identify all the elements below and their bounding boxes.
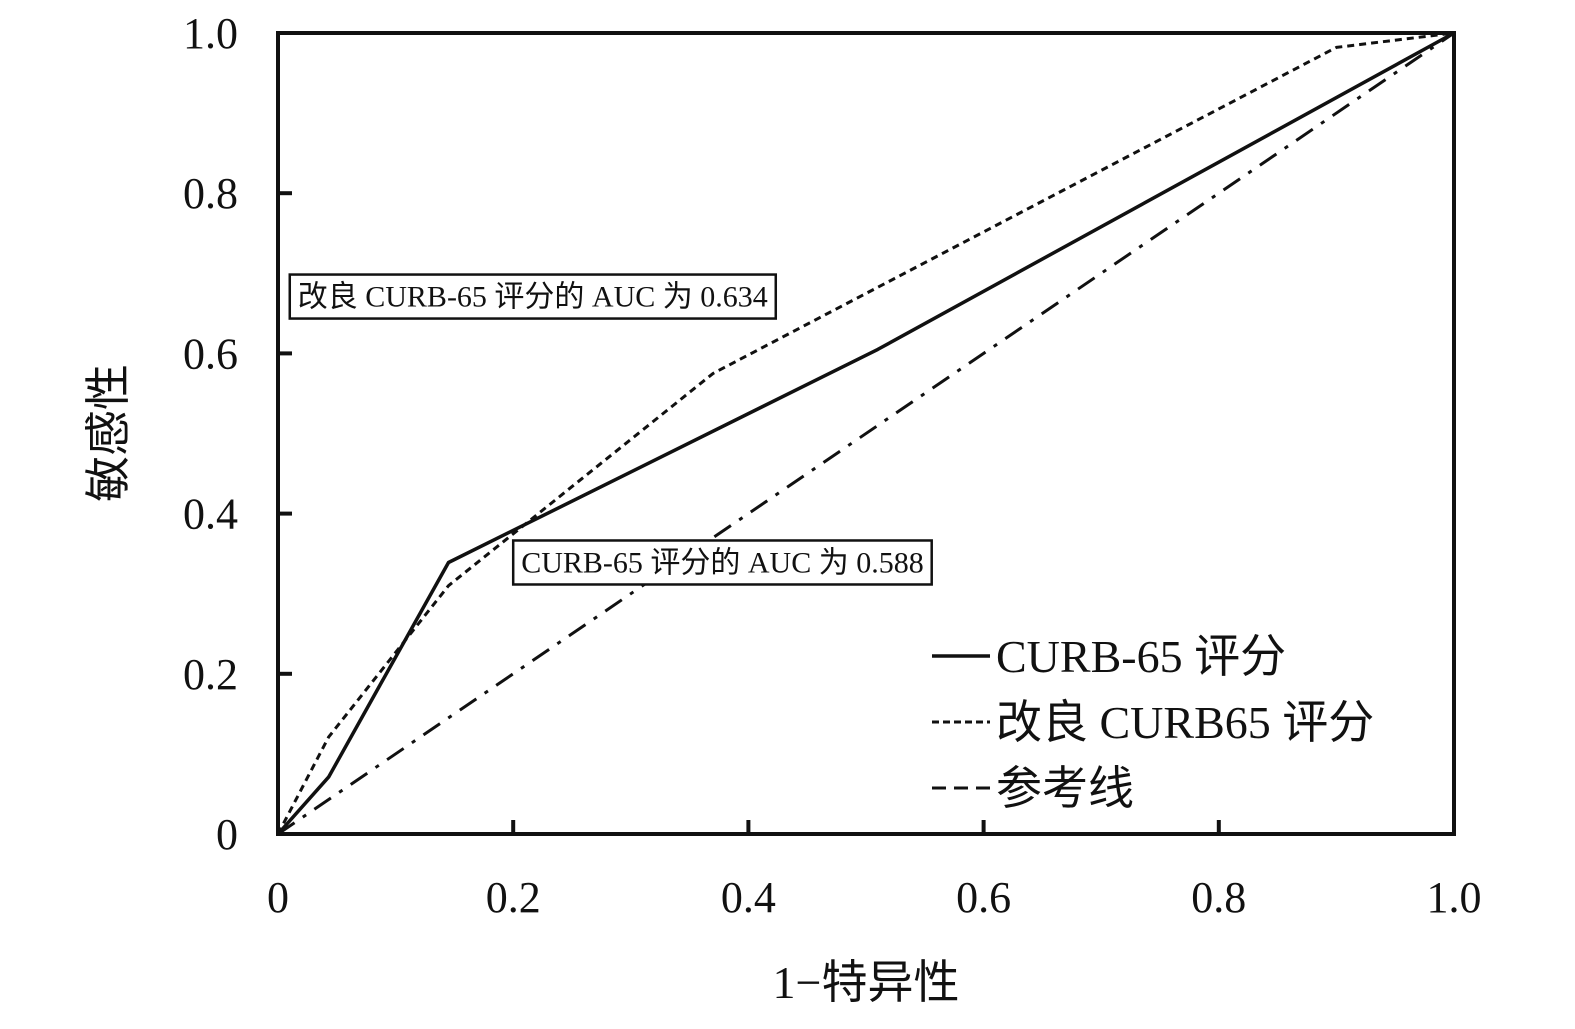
annotation-text: 改良 CURB-65 评分的 AUC 为 0.634: [298, 281, 768, 314]
legend-item-1: CURB-65 评分: [932, 631, 1286, 682]
y-tick-label: 0.6: [183, 329, 238, 378]
y-tick-label: 0: [216, 810, 238, 859]
y-tick-label: 1.0: [183, 9, 238, 58]
annotation-box: [288, 273, 778, 320]
annotation-box: [511, 539, 933, 586]
y-axis-title: 敏感性: [83, 364, 134, 502]
x-tick-label: 0: [267, 873, 289, 922]
series-line-3-dashed: [277, 31, 1455, 836]
x-tick-label: 0.8: [1191, 873, 1246, 922]
x-tick-label: 0.4: [721, 873, 776, 922]
series-line-2-dotted: [276, 31, 1455, 835]
x-axis-title: 1−特异性: [773, 957, 960, 1008]
y-tick-label: 0.8: [183, 169, 238, 218]
legend-label: 改良 CURB65 评分: [996, 697, 1374, 748]
x-tick-label: 1.0: [1427, 873, 1482, 922]
auc-annotation-1: 改良 CURB-65 评分的 AUC 为 0.634: [288, 273, 778, 320]
legend-item-2: 改良 CURB65 评分: [932, 697, 1374, 748]
annotations-layer: 改良 CURB-65 评分的 AUC 为 0.634 CURB-65 评分的 AU…: [288, 273, 933, 586]
x-tick-label: 0.2: [486, 873, 541, 922]
curves-layer: [276, 31, 1455, 836]
y-tick-label: 0.4: [183, 490, 238, 539]
annotation-text: CURB-65 评分的 AUC 为 0.588: [521, 546, 924, 579]
legend-label: 参考线: [996, 763, 1134, 814]
ticks-layer: 0 0.2 0.4 0.6 0.8 1.0 0 0.2 0.4 0.6 0.8 1.0: [183, 9, 1482, 922]
y-tick-label: 0.2: [183, 650, 238, 699]
legend-item-3: 参考线: [932, 763, 1134, 814]
plot-frame: [276, 31, 1456, 836]
series-line-1-solid: [276, 31, 1455, 836]
x-tick-label: 0.6: [956, 873, 1011, 922]
auc-annotation-2: CURB-65 评分的 AUC 为 0.588: [511, 539, 933, 586]
legend-label: CURB-65 评分: [996, 631, 1286, 682]
